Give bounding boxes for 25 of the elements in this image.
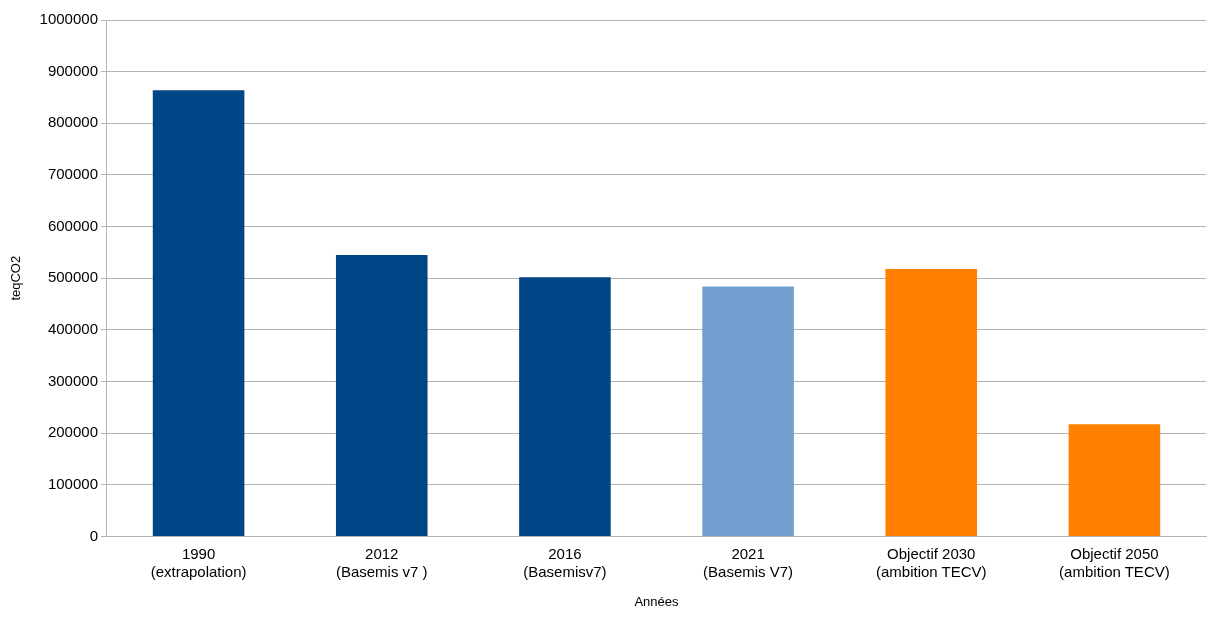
y-tick-label: 900000 bbox=[47, 61, 98, 79]
bar bbox=[519, 277, 611, 536]
x-tick-label: Objectif 2030 (ambition TECV) bbox=[875, 544, 987, 580]
x-tick-label: 2016 (Basemisv7) bbox=[523, 544, 607, 580]
y-tick-label: 600000 bbox=[47, 216, 98, 234]
y-tick-label: 800000 bbox=[47, 113, 98, 131]
y-tick-label: 300000 bbox=[47, 371, 98, 389]
y-tick-label: 1000000 bbox=[39, 10, 98, 28]
x-tick-label: 2021 (Basemis V7) bbox=[703, 544, 794, 580]
y-axis-title: teqCO2 bbox=[8, 255, 24, 301]
x-tick-label: 2012 (Basemis v7 ) bbox=[335, 544, 428, 580]
bar bbox=[152, 90, 245, 536]
bar bbox=[335, 254, 428, 536]
x-axis-title: Années bbox=[634, 593, 680, 609]
bar bbox=[1068, 424, 1161, 536]
y-tick-label: 0 bbox=[89, 526, 98, 544]
bar bbox=[702, 286, 794, 536]
y-tick-label: 100000 bbox=[47, 474, 98, 492]
bar bbox=[885, 268, 978, 536]
x-tick-label: Objectif 2050 (ambition TECV) bbox=[1059, 544, 1170, 580]
y-tick-label: 500000 bbox=[47, 268, 98, 286]
y-tick-label: 400000 bbox=[47, 319, 98, 337]
x-tick-label: 1990 (extrapolation) bbox=[150, 544, 247, 580]
y-tick-label: 200000 bbox=[47, 423, 98, 441]
y-tick-label: 700000 bbox=[47, 165, 98, 183]
